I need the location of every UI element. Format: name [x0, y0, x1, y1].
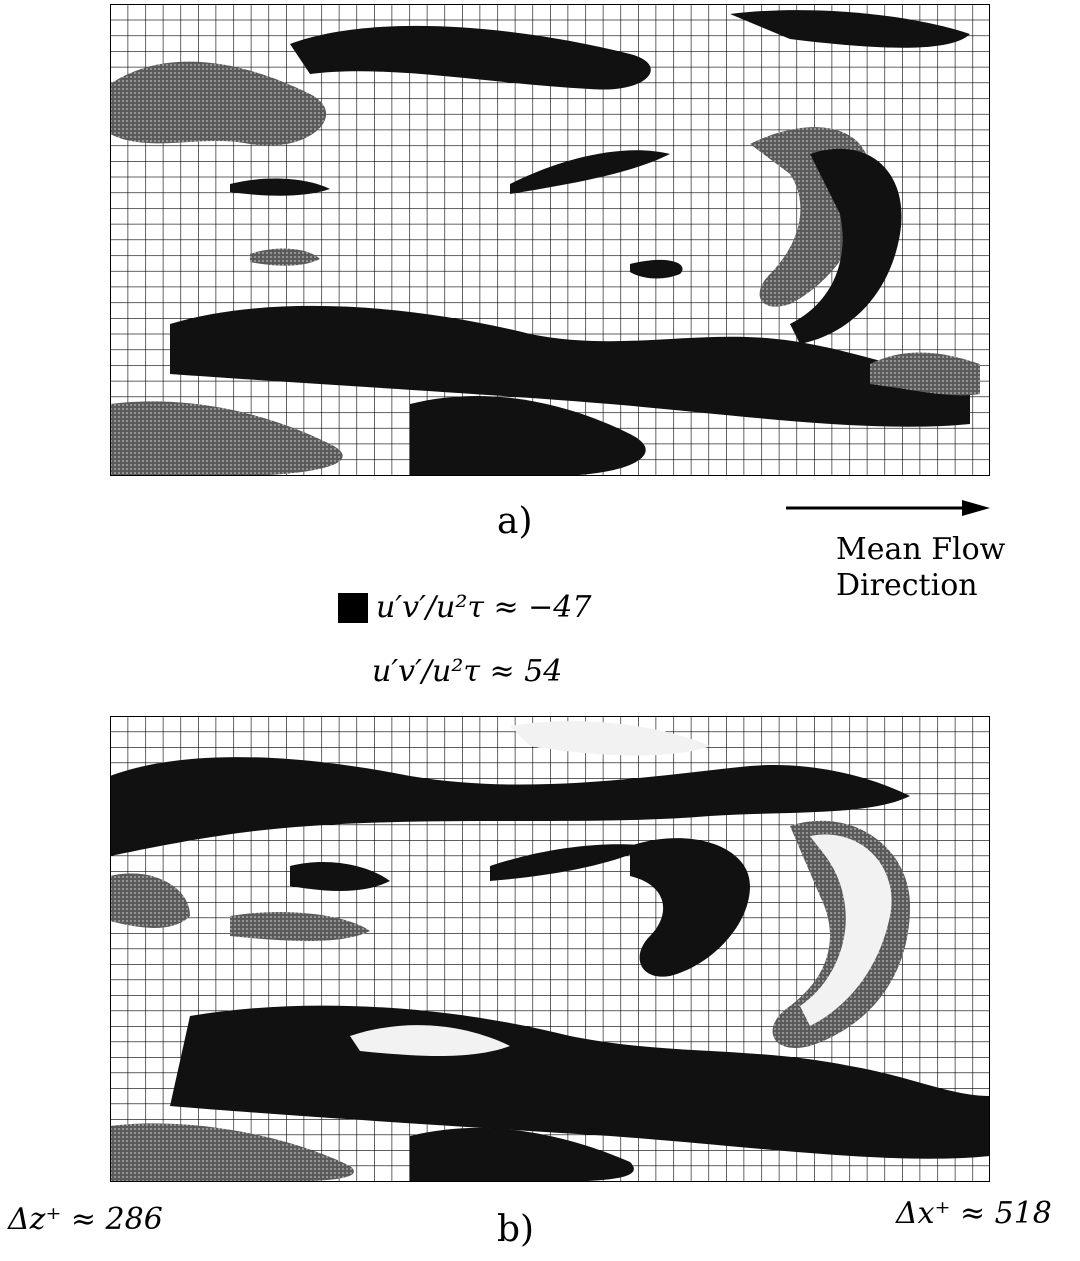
panel-b-plot: [110, 716, 990, 1182]
flow-direction-caption: Mean Flow Direction: [836, 532, 1005, 604]
flow-caption-line1: Mean Flow: [836, 532, 1006, 567]
structures-panel-b: [110, 721, 990, 1182]
structures-panel-a: [110, 10, 980, 476]
panel-a-plot: [110, 4, 990, 476]
flow-caption-line2: Direction: [836, 568, 978, 603]
flow-direction-arrow-icon: [786, 500, 990, 516]
legend-negative: u′v′/u²τ ≈ −47: [338, 590, 591, 625]
legend-positive-text: u′v′/u²τ ≈ 54: [372, 654, 563, 689]
panel-b-label: b): [497, 1209, 535, 1250]
delta-z-label: Δz⁺ ≈ 286: [8, 1202, 163, 1237]
delta-x-label: Δx⁺ ≈ 518: [896, 1196, 1052, 1231]
panel-a-label: a): [497, 501, 533, 542]
legend-dark-swatch: [338, 592, 368, 623]
legend-negative-text: u′v′/u²τ ≈ −47: [376, 590, 592, 625]
